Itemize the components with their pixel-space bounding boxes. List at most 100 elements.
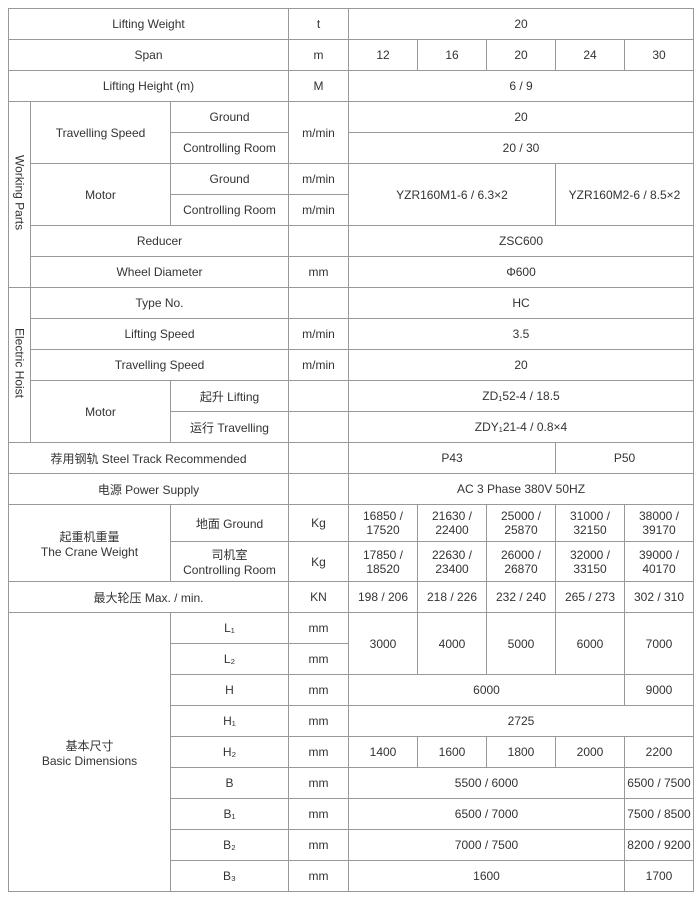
table-row: 最大轮压 Max. / min. KN 198 / 206 218 / 226 …: [9, 582, 694, 613]
cell-unit: t: [289, 9, 349, 40]
cell-label: Controlling Room: [171, 195, 289, 226]
cell-label: Motor: [31, 381, 171, 443]
cell-value: 32000 / 33150: [556, 542, 625, 582]
cell-value: 265 / 273: [556, 582, 625, 613]
cell-label: 起升 Lifting: [171, 381, 289, 412]
cell-value: 232 / 240: [487, 582, 556, 613]
cell-label: Lifting Height (m): [9, 71, 289, 102]
cell-value: YZR160M2-6 / 8.5×2: [556, 164, 694, 226]
cell-label: 运行 Travelling: [171, 412, 289, 443]
cell-unit: [289, 288, 349, 319]
table-row: Lifting Weight t 20: [9, 9, 694, 40]
cell-unit: m/min: [289, 195, 349, 226]
cell-unit: mm: [289, 706, 349, 737]
cell-unit: Kg: [289, 505, 349, 542]
cell-label: Travelling Speed: [31, 102, 171, 164]
cell-unit: [289, 474, 349, 505]
cell-value: P50: [556, 443, 694, 474]
cell-value: 20: [349, 9, 694, 40]
cell-value: 21630 / 22400: [418, 505, 487, 542]
cell-value: HC: [349, 288, 694, 319]
cell-label: Lifting Speed: [31, 319, 289, 350]
cell-unit: [289, 443, 349, 474]
cell-unit: mm: [289, 613, 349, 644]
table-row: Wheel Diameter mm Φ600: [9, 257, 694, 288]
cell-value: 22630 / 23400: [418, 542, 487, 582]
cell-unit: [289, 381, 349, 412]
table-row: 荐用钢轨 Steel Track Recommended P43 P50: [9, 443, 694, 474]
cell-label: Reducer: [31, 226, 289, 257]
cell-value: 3000: [349, 613, 418, 675]
cell-label: 最大轮压 Max. / min.: [9, 582, 289, 613]
cell-label: Motor: [31, 164, 171, 226]
cell-unit: m/min: [289, 350, 349, 381]
table-row: Lifting Speed m/min 3.5: [9, 319, 694, 350]
table-row: 电源 Power Supply AC 3 Phase 380V 50HZ: [9, 474, 694, 505]
cell-label: Wheel Diameter: [31, 257, 289, 288]
cell-label: Lifting Weight: [9, 9, 289, 40]
cell-value: 39000 / 40170: [625, 542, 694, 582]
cell-value: 302 / 310: [625, 582, 694, 613]
cell-label: Ground: [171, 164, 289, 195]
cell-label: L₁: [171, 613, 289, 644]
cell-value: ZSC600: [349, 226, 694, 257]
cell-value: 1600: [418, 737, 487, 768]
cell-label: L₂: [171, 644, 289, 675]
cell-label: H₁: [171, 706, 289, 737]
section-electric-hoist: Electric Hoist: [9, 288, 31, 443]
cell-value: 198 / 206: [349, 582, 418, 613]
cell-label: 地面 Ground: [171, 505, 289, 542]
cell-value: 3.5: [349, 319, 694, 350]
cell-value: ZD₁52-4 / 18.5: [349, 381, 694, 412]
cell-value: 2200: [625, 737, 694, 768]
cell-label: B₁: [171, 799, 289, 830]
cell-label: Ground: [171, 102, 289, 133]
table-row: Reducer ZSC600: [9, 226, 694, 257]
table-row: Travelling Speed m/min 20: [9, 350, 694, 381]
cell-value: 7500 / 8500: [625, 799, 694, 830]
cell-value: 6500 / 7500: [625, 768, 694, 799]
cell-value: 2000: [556, 737, 625, 768]
cell-value: ZDY₁21-4 / 0.8×4: [349, 412, 694, 443]
cell-value: 6500 / 7000: [349, 799, 625, 830]
cell-value: 1800: [487, 737, 556, 768]
cell-value: YZR160M1-6 / 6.3×2: [349, 164, 556, 226]
cell-unit: m: [289, 40, 349, 71]
cell-value: 31000 / 32150: [556, 505, 625, 542]
cell-label: B₃: [171, 861, 289, 892]
cell-value: 20: [349, 350, 694, 381]
cell-value: 30: [625, 40, 694, 71]
table-row: 基本尺寸 Basic Dimensions L₁ mm 3000 4000 50…: [9, 613, 694, 644]
cell-label: Travelling Speed: [31, 350, 289, 381]
spec-table: Lifting Weight t 20 Span m 12 16 20 24 3…: [8, 8, 694, 892]
cell-value: 1600: [349, 861, 625, 892]
cell-value: 2725: [349, 706, 694, 737]
cell-value: 16: [418, 40, 487, 71]
cell-label: H₂: [171, 737, 289, 768]
cell-unit: mm: [289, 861, 349, 892]
cell-value: 25000 / 25870: [487, 505, 556, 542]
cell-value: 26000 / 26870: [487, 542, 556, 582]
cell-value: 4000: [418, 613, 487, 675]
cell-value: Φ600: [349, 257, 694, 288]
section-basic-dimensions: 基本尺寸 Basic Dimensions: [9, 613, 171, 892]
cell-value: 218 / 226: [418, 582, 487, 613]
cell-unit: mm: [289, 830, 349, 861]
table-row: Motor Ground m/min YZR160M1-6 / 6.3×2 YZ…: [9, 164, 694, 195]
cell-value: 12: [349, 40, 418, 71]
cell-label: B: [171, 768, 289, 799]
cell-value: 1700: [625, 861, 694, 892]
cell-unit: mm: [289, 257, 349, 288]
cell-value: 24: [556, 40, 625, 71]
cell-unit: mm: [289, 799, 349, 830]
cell-value: AC 3 Phase 380V 50HZ: [349, 474, 694, 505]
cell-value: 6000: [349, 675, 625, 706]
table-row: Working Parts Travelling Speed Ground m/…: [9, 102, 694, 133]
cell-value: 6000: [556, 613, 625, 675]
cell-value: 7000: [625, 613, 694, 675]
cell-value: 5500 / 6000: [349, 768, 625, 799]
cell-value: 5000: [487, 613, 556, 675]
cell-unit: m/min: [289, 164, 349, 195]
cell-value: 17850 / 18520: [349, 542, 418, 582]
table-row: Span m 12 16 20 24 30: [9, 40, 694, 71]
